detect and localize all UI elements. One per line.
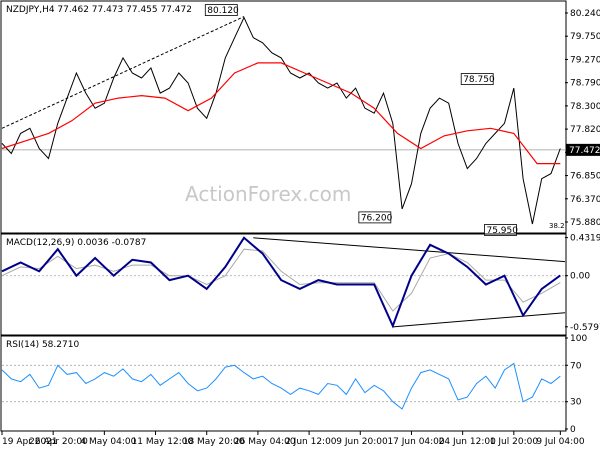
rsi-y-tick-label: 0 bbox=[570, 425, 576, 435]
price-y-axis: 80.24079.75079.27078.79078.30077.82077.3… bbox=[565, 9, 600, 228]
rsi-y-tick-label: 70 bbox=[570, 361, 582, 371]
price-y-tick-label: 79.270 bbox=[570, 55, 600, 65]
price-annotation-box bbox=[484, 224, 517, 236]
macd-y-axis: 0.4319 0.00 -0.5797 bbox=[565, 234, 600, 333]
price-y-tick-label: 75.880 bbox=[570, 218, 600, 228]
price-y-tick-label: 78.790 bbox=[570, 79, 600, 89]
price-annotation-box bbox=[358, 211, 392, 224]
x-tick-label: 9 Jul 04:00 bbox=[536, 437, 585, 447]
price-header: NZDJPY,H4 77.462 77.473 77.455 77.472 bbox=[6, 5, 192, 15]
x-tick-label: 4 May 04:00 bbox=[80, 437, 136, 447]
price-y-tick-label: 78.300 bbox=[570, 102, 600, 112]
price-panel-frame bbox=[0, 0, 567, 234]
price-y-tick-label: 79.750 bbox=[570, 32, 600, 42]
x-tick-label: 1 Jul 20:00 bbox=[490, 437, 539, 447]
rsi-panel: RSI(14) 58.2710 100 70 30 0 bbox=[0, 334, 587, 435]
macd-header: MACD(12,26,9) 0.0036 -0.0787 bbox=[6, 238, 146, 248]
x-tick-label: 18 May 20:00 bbox=[183, 437, 245, 447]
price-y-tick-label: 80.240 bbox=[570, 9, 600, 19]
x-tick-label: 19 Apr 2021 bbox=[2, 437, 58, 447]
rsi-y-tick-label: 30 bbox=[570, 398, 582, 408]
macd-panel-frame bbox=[0, 233, 567, 336]
x-tick-label: 26 Apr 20:00 bbox=[29, 437, 88, 447]
price-annotation: 78.750 bbox=[460, 73, 495, 85]
price-annotation: 75.950 bbox=[484, 224, 518, 236]
rsi-y-axis: 100 70 30 0 bbox=[565, 334, 587, 435]
x-tick-label: 9 Jun 20:00 bbox=[336, 437, 388, 447]
rsi-plot bbox=[1, 362, 565, 410]
price-plot: 38.2 80.120 78.750 76.200 75.950 bbox=[1, 4, 565, 236]
macd-trendline bbox=[253, 237, 566, 263]
x-tick-label: 17 Jun 04:00 bbox=[387, 437, 444, 447]
price-y-tick-label: 76.370 bbox=[570, 195, 600, 205]
price-trendline bbox=[1, 16, 245, 129]
rsi-header: RSI(14) 58.2710 bbox=[6, 340, 79, 350]
moving-average-line bbox=[1, 62, 561, 165]
price-series-line bbox=[1, 16, 561, 225]
macd-y-tick-label: -0.5797 bbox=[570, 323, 600, 333]
x-tick-label: 11 May 12:00 bbox=[132, 437, 194, 447]
x-tick-label: 24 Jun 12:00 bbox=[439, 437, 496, 447]
current-price-tag-bg bbox=[566, 143, 600, 156]
macd-panel: MACD(12,26,9) 0.0036 -0.0787 0.4319 0.00 -… bbox=[0, 233, 600, 336]
x-tick-label: 26 May 04:00 bbox=[234, 437, 296, 447]
price-annotation-label: 76.200 bbox=[361, 213, 393, 223]
price-y-tick-label: 76.850 bbox=[570, 172, 600, 182]
watermark: ActionForex.com bbox=[185, 182, 351, 206]
macd-plot bbox=[1, 236, 566, 329]
x-tick-label: 2 Jun 12:00 bbox=[285, 437, 337, 447]
current-price-tag-label: 77.472 bbox=[569, 146, 600, 156]
price-annotation-label: 78.750 bbox=[463, 75, 495, 85]
price-annotation: 76.200 bbox=[358, 211, 393, 224]
rsi-y-tick-label: 100 bbox=[570, 334, 587, 344]
macd-trendline bbox=[392, 312, 566, 328]
price-y-tick-label: 77.820 bbox=[570, 125, 600, 135]
rsi-line bbox=[1, 362, 561, 410]
price-annotation-box bbox=[460, 73, 494, 85]
price-panel: ActionForex.com NZDJPY,H4 77.462 77.473 … bbox=[0, 0, 600, 236]
fib-level-label: 38.2 bbox=[549, 222, 565, 230]
price-annotation-label: 80.120 bbox=[207, 6, 239, 16]
price-annotation-label: 75.950 bbox=[486, 226, 518, 236]
price-annotation: 80.120 bbox=[204, 4, 239, 16]
macd-signal-line bbox=[1, 248, 561, 312]
rsi-panel-frame bbox=[0, 335, 567, 432]
macd-y-tick-label: 0.00 bbox=[570, 272, 590, 282]
macd-line bbox=[1, 236, 561, 329]
price-annotation-box bbox=[204, 4, 238, 16]
current-price-tag: 77.472 bbox=[566, 143, 600, 156]
macd-y-tick-label: 0.4319 bbox=[570, 234, 600, 244]
